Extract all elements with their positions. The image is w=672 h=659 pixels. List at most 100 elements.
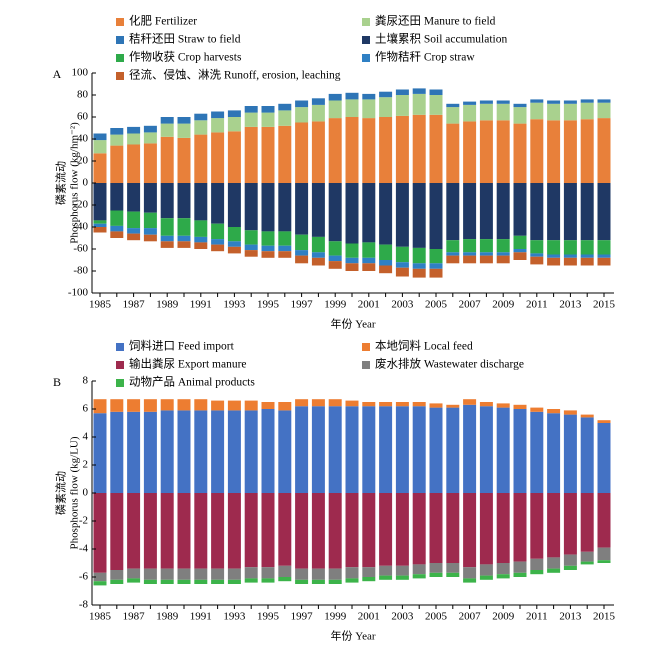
legend-swatch — [116, 36, 124, 44]
x-tick-label: 1993 — [223, 299, 246, 311]
bar-segment — [261, 409, 275, 493]
bar-segment — [530, 407, 544, 412]
bar-segment — [345, 243, 359, 258]
bar-segment — [93, 183, 107, 221]
bar-segment — [496, 563, 510, 575]
y-tick-label: 0 — [83, 487, 89, 499]
bar-segment — [463, 255, 477, 264]
bar-segment — [127, 211, 141, 229]
bar-segment — [160, 235, 174, 242]
bar-segment — [110, 210, 124, 226]
legend-label: 动物产品 Animal products — [129, 375, 255, 389]
bar-segment — [429, 572, 443, 577]
bar-segment — [177, 123, 191, 138]
bar-segment — [580, 99, 594, 103]
bar-segment — [412, 402, 426, 407]
bar-segment — [479, 239, 493, 253]
bar-segment — [295, 399, 309, 407]
bar-segment — [295, 100, 309, 108]
x-tick-label: 1991 — [190, 611, 212, 623]
bar-segment — [160, 241, 174, 248]
bar-segment — [563, 493, 577, 555]
bar-segment — [597, 118, 611, 183]
bar-segment — [496, 493, 510, 563]
bar-segment — [177, 568, 191, 580]
bar-segment — [429, 95, 443, 115]
bar-segment — [446, 255, 460, 264]
bar-segment — [295, 122, 309, 183]
bar-segment — [261, 402, 275, 409]
bar-segment — [463, 493, 477, 568]
bar-segment — [143, 579, 157, 584]
bar-segment — [429, 493, 443, 563]
bar-segment — [412, 183, 426, 248]
bar-segment — [194, 220, 208, 237]
bar-segment — [362, 406, 376, 493]
bar-segment — [345, 257, 359, 264]
legend-swatch — [116, 361, 124, 369]
legend-label: 秸秆还田 Straw to field — [129, 33, 241, 46]
bar-segment — [412, 93, 426, 115]
bar-segment — [345, 99, 359, 117]
bar-segment — [345, 117, 359, 183]
bar-segment — [127, 133, 141, 145]
bar-segment — [227, 241, 241, 247]
legend-label: 径流、侵蚀、淋洗 Runoff, erosion, leaching — [129, 68, 341, 82]
bar-segment — [580, 254, 594, 258]
bar-segment — [278, 577, 292, 582]
bar-segment — [597, 560, 611, 563]
bar-segment — [261, 106, 275, 113]
bar-segment — [479, 120, 493, 183]
x-tick-label: 1997 — [291, 299, 314, 311]
x-tick-label: 1997 — [291, 611, 314, 623]
bar-segment — [412, 406, 426, 493]
x-tick-label: 2009 — [492, 611, 515, 623]
bar-segment — [278, 125, 292, 183]
bar-segment — [446, 563, 460, 573]
bar-segment — [547, 103, 561, 121]
bar-segment — [412, 493, 426, 565]
y-axis-title: Phosphorus flow (kg/LU) — [69, 436, 81, 549]
bar-segment — [479, 402, 493, 407]
x-tick-label: 1991 — [190, 299, 212, 311]
bar-segment — [127, 578, 141, 583]
x-tick-label: 1995 — [257, 611, 280, 623]
bar-segment — [530, 411, 544, 493]
bar-segment — [278, 402, 292, 411]
bar-segment — [429, 403, 443, 408]
bar-segment — [513, 409, 527, 493]
bar-segment — [345, 578, 359, 583]
y-tick-label: -100 — [68, 287, 89, 299]
bar-segment — [395, 95, 409, 116]
bar-segment — [463, 399, 477, 405]
bar-segment — [278, 251, 292, 258]
y-tick-label: -6 — [79, 571, 89, 583]
bar-segment — [93, 572, 107, 582]
legend-swatch — [362, 361, 370, 369]
y-tick-label: 2 — [83, 459, 89, 471]
bar-segment — [563, 183, 577, 241]
bar-segment — [328, 493, 342, 569]
bar-segment — [547, 409, 561, 414]
bar-segment — [395, 115, 409, 183]
y-tick-label: -20 — [73, 199, 88, 211]
bar-segment — [278, 231, 292, 246]
bar-segment — [379, 97, 393, 117]
bar-segment — [127, 183, 141, 212]
bar-segment — [311, 236, 325, 253]
bar-segment — [513, 235, 527, 249]
bar-segment — [479, 575, 493, 580]
bar-segment — [93, 493, 107, 573]
bar-segment — [328, 255, 342, 262]
bar-segment — [93, 223, 107, 227]
x-tick-label: 1989 — [156, 611, 179, 623]
bar-segment — [311, 183, 325, 237]
bar-segment — [597, 493, 611, 548]
legend-label: 本地饲料 Local feed — [375, 339, 473, 353]
bar-segment — [143, 228, 157, 235]
bar-segment — [93, 399, 107, 414]
bar-segment — [597, 183, 611, 241]
x-tick-label: 2015 — [593, 611, 616, 623]
bar-segment — [597, 102, 611, 119]
bar-segment — [362, 493, 376, 568]
